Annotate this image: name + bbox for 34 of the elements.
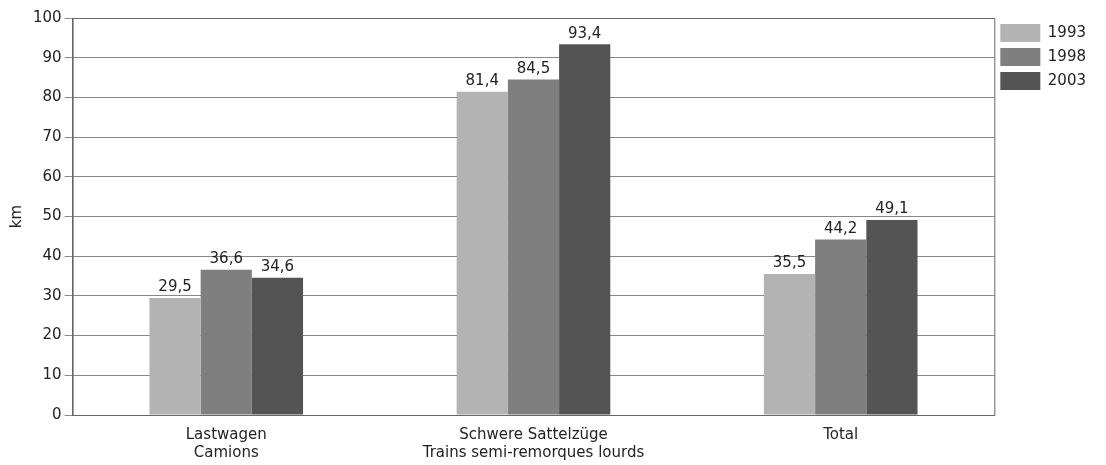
data-label: 36,6 (209, 249, 243, 268)
bar (456, 91, 508, 415)
legend-label: 1998 (1047, 46, 1087, 65)
y-tick-label: 60 (42, 166, 62, 185)
bar (559, 44, 611, 415)
y-tick-label: 100 (32, 7, 62, 26)
data-label: 93,4 (567, 23, 602, 42)
y-axis-title: km (6, 204, 25, 229)
data-label: 44,2 (824, 218, 858, 237)
bar (763, 274, 816, 415)
bar (507, 79, 560, 415)
data-label: 81,4 (465, 71, 499, 90)
bar (251, 277, 304, 415)
x-tick-label: Schwere Sattelzüge Trains semi-remorques lourds (421, 424, 645, 461)
y-tick-label: 20 (42, 325, 62, 344)
y-tick-label: 90 (42, 47, 62, 66)
bar (866, 220, 918, 415)
data-label: 84,5 (516, 58, 551, 77)
data-label: 35,5 (772, 253, 807, 272)
y-tick-label: 50 (42, 206, 62, 225)
x-tick-label: Lastwagen Camions (185, 424, 267, 461)
y-tick-label: 30 (42, 285, 62, 304)
y-tick-label: 10 (42, 365, 62, 384)
y-tick-label: 0 (52, 404, 62, 423)
legend-label: 1993 (1047, 22, 1087, 41)
y-tick-label: 40 (42, 246, 62, 265)
bar (149, 297, 201, 415)
data-label: 29,5 (158, 277, 192, 296)
x-tick-label: Total (822, 424, 859, 443)
data-label: 34,6 (260, 257, 295, 276)
data-label: 49,1 (875, 199, 909, 218)
y-tick-label: 80 (42, 87, 62, 106)
legend-label: 2003 (1047, 70, 1087, 89)
y-tick-label: 70 (42, 126, 62, 145)
